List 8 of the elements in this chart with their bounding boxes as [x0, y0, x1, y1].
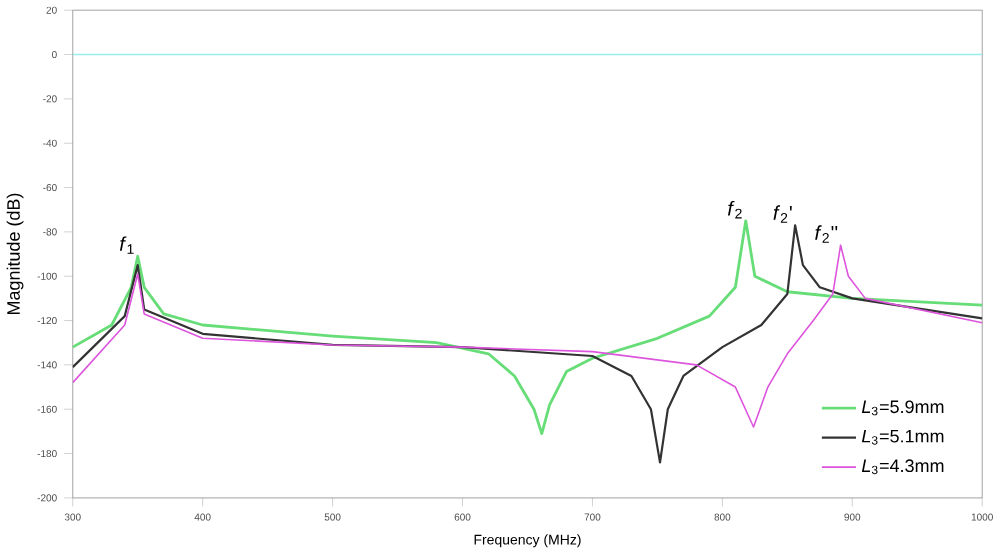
annotation: f$_{1}$ — [119, 236, 134, 254]
y-axis-title: Magnitude (dB) — [6, 193, 24, 315]
annotation: f$_{2}$' — [773, 205, 792, 223]
annotation: f$_{2}$ — [727, 200, 742, 219]
legend-label: L$_{3}$=4.3mm — [861, 459, 944, 475]
legend-label: L$_{3}$=5.9mm — [861, 400, 944, 416]
annotation: f$_{2}$'' — [815, 225, 838, 243]
legend-label: L$_{3}$=5.1mm — [861, 429, 944, 445]
